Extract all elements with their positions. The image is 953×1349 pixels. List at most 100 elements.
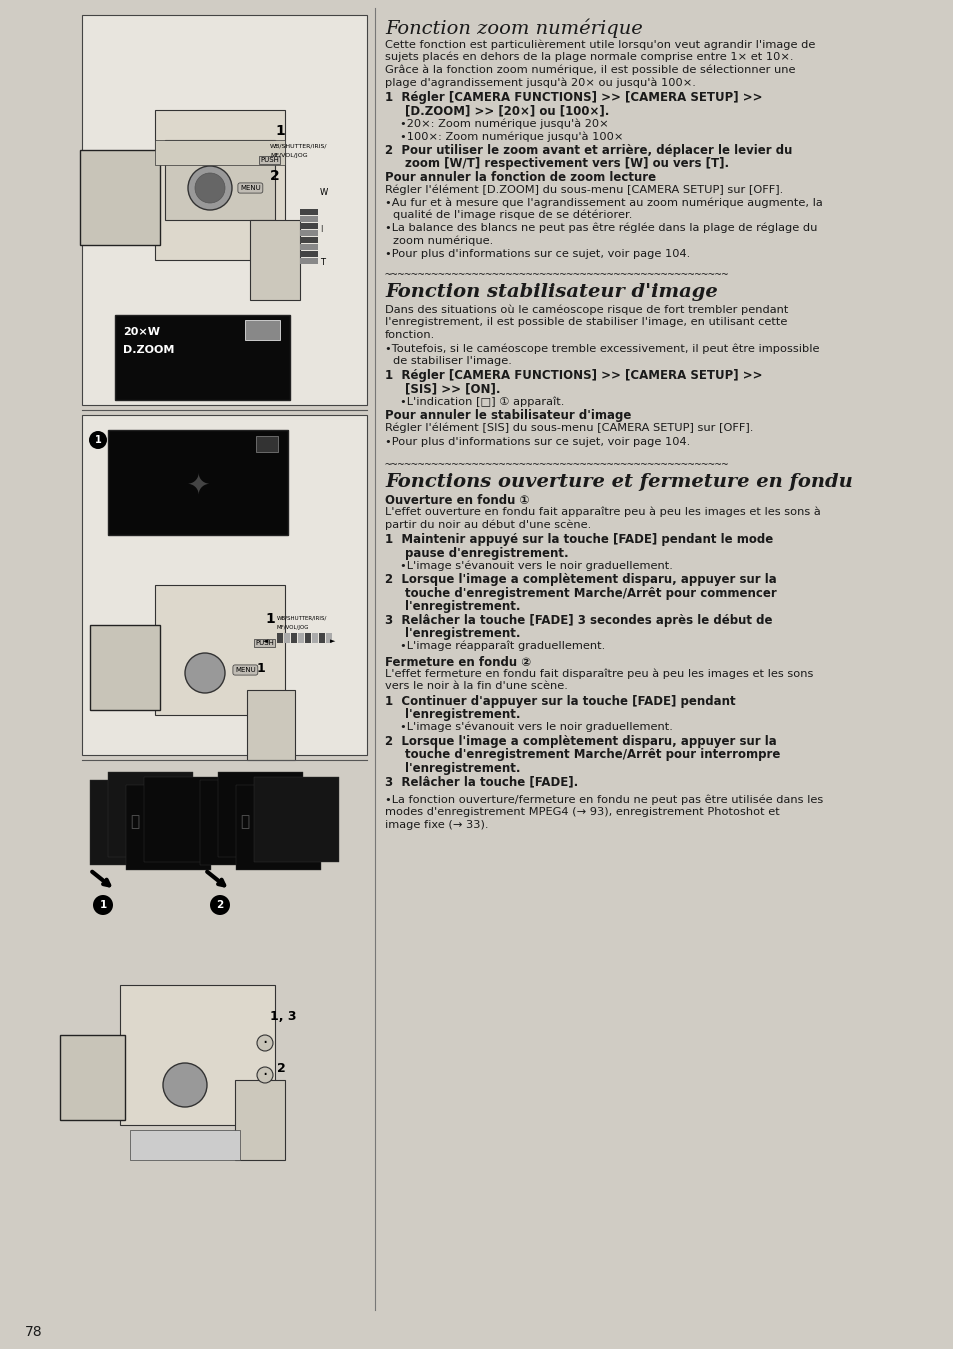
- Bar: [247, 689, 294, 759]
- Text: 2  Pour utiliser le zoom avant et arrière, déplacer le levier du: 2 Pour utiliser le zoom avant et arrière…: [385, 144, 792, 156]
- Bar: [60, 1035, 125, 1120]
- Text: T: T: [319, 258, 325, 267]
- Text: •La balance des blancs ne peut pas être réglée dans la plage de réglage du: •La balance des blancs ne peut pas être …: [385, 223, 817, 233]
- Text: MENU: MENU: [240, 185, 260, 192]
- Circle shape: [163, 1063, 207, 1108]
- Text: WB/SHUTTER/IRIS/: WB/SHUTTER/IRIS/: [276, 616, 327, 621]
- Text: L'effet ouverture en fondu fait apparaître peu à peu les images et les sons à: L'effet ouverture en fondu fait apparaît…: [385, 507, 820, 517]
- Circle shape: [256, 1067, 273, 1083]
- Bar: [299, 237, 317, 243]
- Text: Cette fonction est particulièrement utile lorsqu'on veut agrandir l'image de: Cette fonction est particulièrement util…: [385, 39, 815, 50]
- Text: •L'image réapparaît graduellement.: •L'image réapparaît graduellement.: [399, 641, 604, 652]
- Text: partir du noir au début d'une scène.: partir du noir au début d'une scène.: [385, 519, 591, 530]
- Bar: [250, 220, 299, 299]
- Text: plage d'agrandissement jusqu'à 20× ou jusqu'à 100×.: plage d'agrandissement jusqu'à 20× ou ju…: [385, 77, 695, 88]
- Text: zoom [W/T] respectivement vers [W] ou vers [T].: zoom [W/T] respectivement vers [W] ou ve…: [405, 158, 728, 170]
- Bar: [126, 785, 211, 870]
- Text: vers le noir à la fin d'une scène.: vers le noir à la fin d'une scène.: [385, 681, 567, 691]
- Bar: [299, 244, 317, 250]
- Circle shape: [92, 894, 112, 915]
- Bar: [80, 150, 160, 246]
- Text: •Pour plus d'informations sur ce sujet, voir page 104.: •Pour plus d'informations sur ce sujet, …: [385, 250, 690, 259]
- Bar: [154, 111, 285, 260]
- Bar: [200, 780, 285, 865]
- Text: l'enregistrement, il est possible de stabiliser l'image, en utilisant cette: l'enregistrement, il est possible de sta…: [385, 317, 786, 326]
- Text: MENU: MENU: [234, 666, 255, 673]
- Bar: [276, 633, 283, 643]
- Text: Régler l'élément [SIS] du sous-menu [CAMERA SETUP] sur [OFF].: Régler l'élément [SIS] du sous-menu [CAM…: [385, 422, 753, 433]
- Text: 2: 2: [216, 900, 223, 911]
- Text: 1, 3: 1, 3: [270, 1010, 296, 1023]
- Bar: [154, 140, 285, 165]
- Text: 1: 1: [99, 900, 107, 911]
- Text: ✦: ✦: [186, 471, 210, 499]
- Text: 1  Régler [CAMERA FUNCTIONS] >> [CAMERA SETUP] >>: 1 Régler [CAMERA FUNCTIONS] >> [CAMERA S…: [385, 370, 761, 382]
- Text: touche d'enregistrement Marche/Arrêt pour commencer: touche d'enregistrement Marche/Arrêt pou…: [405, 587, 776, 600]
- Text: 1  Continuer d'appuyer sur la touche [FADE] pendant: 1 Continuer d'appuyer sur la touche [FAD…: [385, 695, 735, 708]
- Circle shape: [194, 173, 225, 202]
- Text: Pour annuler le stabilisateur d'image: Pour annuler le stabilisateur d'image: [385, 409, 631, 422]
- Bar: [326, 633, 332, 643]
- Text: PUSH: PUSH: [254, 639, 274, 646]
- Text: 2  Lorsque l'image a complètement disparu, appuyer sur la: 2 Lorsque l'image a complètement disparu…: [385, 735, 776, 747]
- Text: ◄: ◄: [263, 638, 268, 643]
- Text: 1  Régler [CAMERA FUNCTIONS] >> [CAMERA SETUP] >>: 1 Régler [CAMERA FUNCTIONS] >> [CAMERA S…: [385, 92, 761, 104]
- Text: Régler l'élément [D.ZOOM] du sous-menu [CAMERA SETUP] sur [OFF].: Régler l'élément [D.ZOOM] du sous-menu […: [385, 185, 782, 194]
- Text: [D.ZOOM] >> [20×] ou [100×].: [D.ZOOM] >> [20×] ou [100×].: [405, 105, 609, 117]
- Text: Ouverture en fondu ①: Ouverture en fondu ①: [385, 494, 529, 507]
- Bar: [297, 633, 304, 643]
- Text: 2: 2: [270, 169, 279, 183]
- Circle shape: [89, 430, 107, 449]
- Text: W: W: [319, 188, 328, 197]
- Text: D.ZOOM: D.ZOOM: [123, 345, 174, 355]
- Text: ·: ·: [262, 1033, 268, 1052]
- Bar: [82, 15, 367, 405]
- Text: 1: 1: [256, 662, 266, 674]
- Text: MF/VOL/JOG: MF/VOL/JOG: [276, 625, 309, 630]
- Text: l'enregistrement.: l'enregistrement.: [405, 600, 520, 614]
- Bar: [312, 633, 317, 643]
- Bar: [245, 320, 280, 340]
- Text: fonction.: fonction.: [385, 329, 435, 340]
- Text: ►: ►: [330, 638, 335, 643]
- Text: 2: 2: [276, 1062, 286, 1075]
- Text: ·: ·: [262, 1066, 268, 1085]
- Text: Fermeture en fondu ②: Fermeture en fondu ②: [385, 656, 531, 669]
- Text: •Au fur et à mesure que l'agrandissement au zoom numérique augmente, la: •Au fur et à mesure que l'agrandissement…: [385, 197, 821, 208]
- Bar: [253, 777, 338, 862]
- Text: WB/SHUTTER/IRIS/: WB/SHUTTER/IRIS/: [270, 144, 327, 148]
- Text: touche d'enregistrement Marche/Arrêt pour interrompre: touche d'enregistrement Marche/Arrêt pou…: [405, 749, 780, 761]
- Text: 3  Relâcher la touche [FADE].: 3 Relâcher la touche [FADE].: [385, 776, 578, 788]
- Text: |: |: [319, 225, 322, 232]
- Text: 👤: 👤: [131, 815, 139, 830]
- Text: •L'indication [□] ① apparaît.: •L'indication [□] ① apparaît.: [399, 397, 564, 406]
- Circle shape: [210, 894, 230, 915]
- Text: ~~~~~~~~~~~~~~~~~~~~~~~~~~~~~~~~~~~~~~~~~~~~~~~~~~~: ~~~~~~~~~~~~~~~~~~~~~~~~~~~~~~~~~~~~~~~~…: [385, 270, 728, 281]
- Bar: [90, 780, 174, 865]
- Bar: [299, 223, 317, 229]
- Text: 2  Lorsque l'image a complètement disparu, appuyer sur la: 2 Lorsque l'image a complètement disparu…: [385, 573, 776, 587]
- Text: l'enregistrement.: l'enregistrement.: [405, 762, 520, 774]
- Text: ~~~~~~~~~~~~~~~~~~~~~~~~~~~~~~~~~~~~~~~~~~~~~~~~~~~: ~~~~~~~~~~~~~~~~~~~~~~~~~~~~~~~~~~~~~~~~…: [385, 460, 728, 469]
- Text: l'enregistrement.: l'enregistrement.: [405, 627, 520, 641]
- Text: •L'image s'évanouit vers le noir graduellement.: •L'image s'évanouit vers le noir graduel…: [399, 560, 672, 571]
- Text: 78: 78: [25, 1325, 43, 1340]
- Text: Pour annuler la fonction de zoom lecture: Pour annuler la fonction de zoom lecture: [385, 171, 656, 183]
- Bar: [115, 316, 290, 401]
- Bar: [120, 985, 274, 1125]
- Bar: [305, 633, 311, 643]
- Text: MF/VOL/JOG: MF/VOL/JOG: [270, 152, 307, 158]
- Text: Grâce à la fonction zoom numérique, il est possible de sélectionner une: Grâce à la fonction zoom numérique, il e…: [385, 65, 795, 76]
- Text: •100×: Zoom numérique jusqu'à 100×: •100×: Zoom numérique jusqu'à 100×: [399, 131, 622, 142]
- Text: l'enregistrement.: l'enregistrement.: [405, 708, 520, 722]
- Bar: [165, 140, 274, 220]
- Text: image fixe (→ 33).: image fixe (→ 33).: [385, 820, 488, 830]
- Bar: [299, 251, 317, 258]
- Text: Fonction zoom numérique: Fonction zoom numérique: [385, 18, 642, 38]
- Bar: [284, 633, 290, 643]
- Text: Dans des situations où le caméoscope risque de fort trembler pendant: Dans des situations où le caméoscope ris…: [385, 304, 787, 314]
- Bar: [108, 772, 193, 857]
- Bar: [218, 772, 303, 857]
- Bar: [130, 1130, 240, 1160]
- Bar: [235, 785, 320, 870]
